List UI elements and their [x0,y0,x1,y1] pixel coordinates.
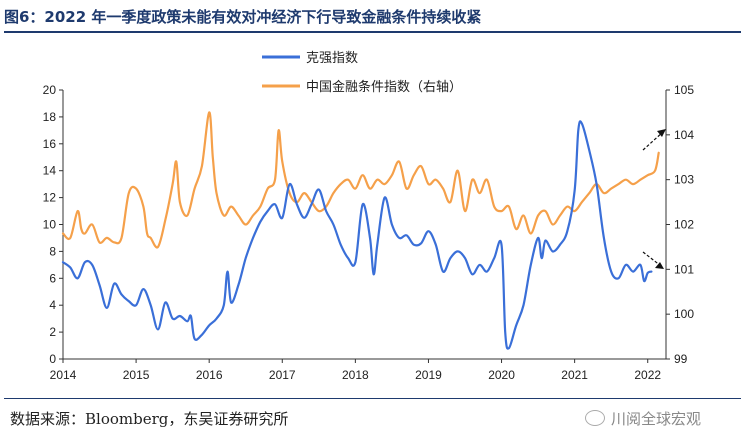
right-tick-label: 100 [674,307,694,321]
left-tick-label: 6 [49,271,56,285]
annotation-arrow-up [642,131,664,151]
x-tick-label: 2018 [342,368,369,382]
right-tick-label: 103 [674,173,694,187]
right-tick-label: 105 [674,83,694,97]
right-tick-label: 99 [674,352,688,366]
annotation-arrowhead-up [657,129,666,137]
left-tick-label: 14 [43,164,57,178]
source-note: 数据来源：Bloomberg，东吴证券研究所 [10,410,289,428]
figure-title: 图6：2022 年一季度政策未能有效对冲经济下行导致金融条件持续收紧 [4,8,482,26]
left-tick-label: 2 [49,325,56,339]
watermark: 川阅全球宏观 [585,408,701,429]
series-line-fci [61,111,660,249]
right-tick-label: 102 [674,218,694,232]
x-tick-label: 2021 [561,368,588,382]
x-tick-label: 2014 [50,368,77,382]
x-tick-label: 2020 [488,368,515,382]
left-tick-label: 18 [43,110,57,124]
x-tick-label: 2022 [634,368,661,382]
legend-label-fci: 中国金融条件指数（右轴） [306,79,462,95]
x-tick-label: 2016 [196,368,223,382]
x-tick-label: 2017 [269,368,296,382]
right-tick-label: 104 [674,128,694,142]
left-tick-label: 12 [43,191,57,205]
x-tick-label: 2015 [123,368,150,382]
right-tick-label: 101 [674,262,694,276]
footer-divider [4,398,741,399]
left-tick-label: 16 [43,137,57,151]
annotation-arrowhead-down [655,262,664,269]
left-tick-label: 10 [43,218,57,232]
watermark-text: 川阅全球宏观 [611,410,702,428]
series-line-keqiang [61,120,653,350]
annotation-arrow-down [642,251,662,267]
left-tick-label: 8 [49,244,56,258]
x-tick-label: 2019 [415,368,442,382]
title-divider [4,31,741,33]
left-tick-label: 4 [49,298,56,312]
legend-label-keqiang: 克强指数 [306,51,358,66]
wechat-icon [585,410,605,426]
left-tick-label: 20 [43,83,57,97]
left-tick-label: 0 [49,352,56,366]
